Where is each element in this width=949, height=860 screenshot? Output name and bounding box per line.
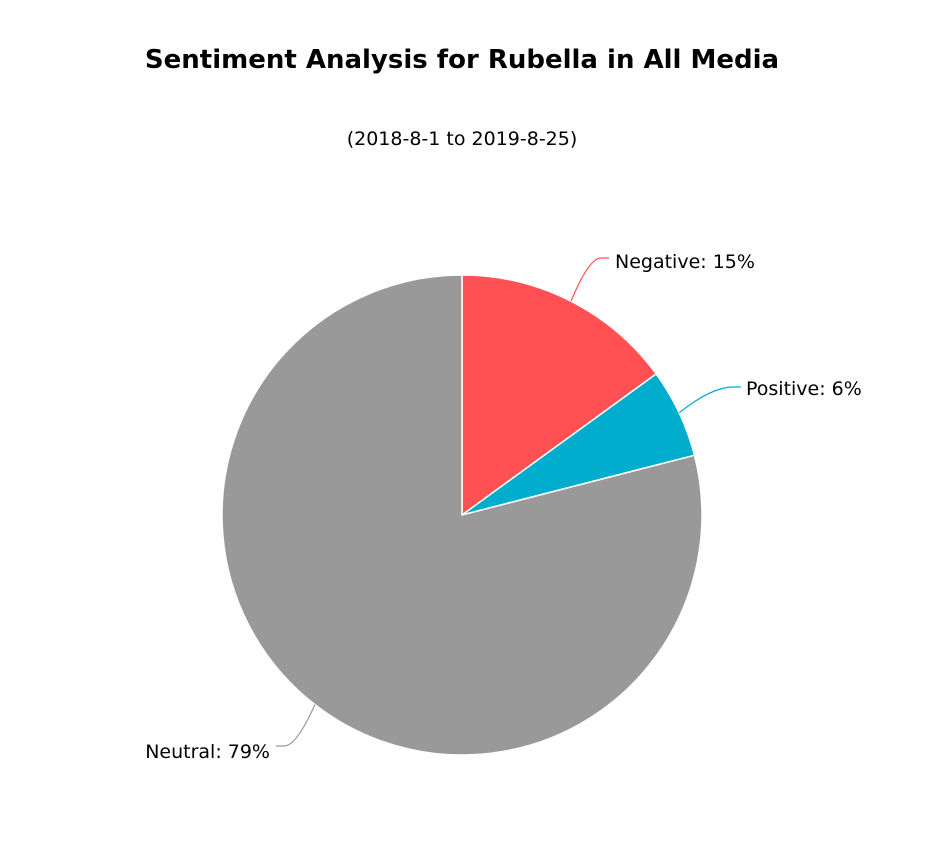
slice-label-positive: Positive: 6% bbox=[746, 378, 862, 400]
pie-slice-neutral bbox=[221, 274, 703, 756]
chart-subtitle: (2018-8-1 to 2019-8-25) bbox=[346, 128, 578, 150]
slice-label-negative: Negative: 15% bbox=[615, 251, 755, 273]
connector-positive bbox=[678, 386, 741, 414]
slice-labels: Negative: 15% Positive: 6% Neutral: 79% bbox=[145, 251, 862, 763]
connector-neutral bbox=[276, 704, 316, 747]
label-connectors bbox=[276, 257, 741, 747]
chart-title: Sentiment Analysis for Rubella in All Me… bbox=[144, 45, 780, 75]
pie-slices bbox=[221, 274, 703, 756]
slice-label-neutral: Neutral: 79% bbox=[145, 741, 270, 763]
connector-negative bbox=[570, 257, 609, 302]
